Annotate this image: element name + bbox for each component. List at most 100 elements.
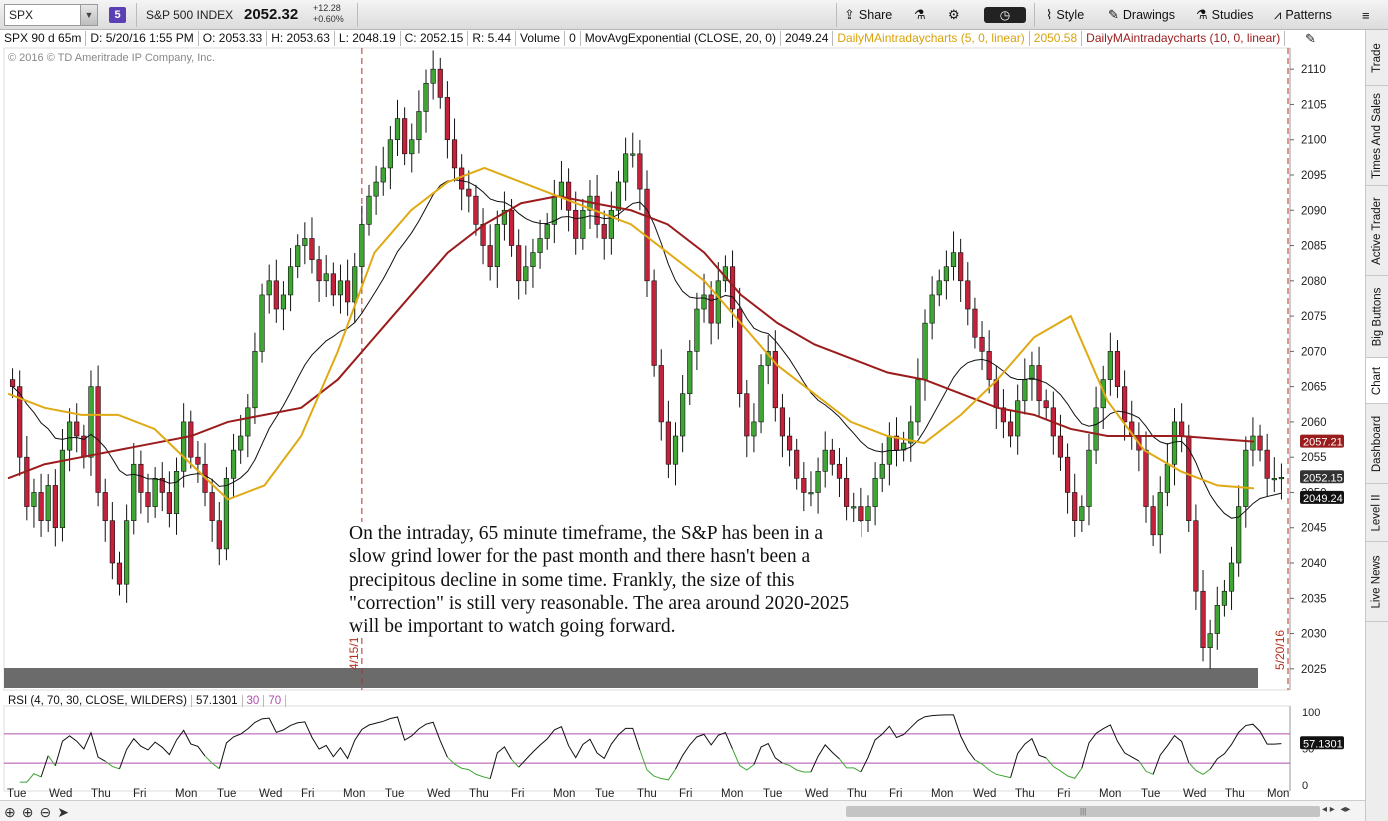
- candle-body: [273, 280, 279, 310]
- rsi-line: [511, 759, 520, 768]
- tab-level-ii[interactable]: Level II: [1366, 484, 1388, 542]
- candle-body: [1271, 478, 1277, 481]
- candle-body: [352, 266, 358, 303]
- candle-body: [394, 118, 401, 141]
- price-label-text: 2049.24: [1303, 493, 1343, 505]
- candle-body: [38, 492, 44, 521]
- candle-body: [843, 478, 850, 507]
- style-button[interactable]: ⌇ Style: [1040, 4, 1090, 26]
- zoom-out-icon[interactable]: ⊖: [39, 804, 52, 820]
- symbol-description: S&P 500 INDEX: [146, 8, 234, 22]
- toolbar-divider: [1034, 3, 1035, 27]
- x-tick-label: Fri: [889, 788, 902, 800]
- info-symbol-period: SPX 90 d 65m: [0, 31, 87, 46]
- rsi-tick-label: 0: [1302, 780, 1308, 792]
- candle-body: [915, 379, 921, 423]
- scroll-arrows-icon[interactable]: ◂ ▸ ◂▸: [1322, 804, 1351, 815]
- drawings-button[interactable]: ✎ Drawings: [1102, 4, 1181, 26]
- chart-scrollbar[interactable]: [846, 806, 1320, 817]
- tab-trade[interactable]: Trade: [1366, 30, 1388, 86]
- candle-body: [145, 492, 151, 507]
- pointer-icon[interactable]: ➤: [57, 804, 69, 820]
- share-button[interactable]: ⇪ Share: [838, 4, 898, 26]
- candle-body: [444, 97, 451, 141]
- symbol-dropdown-icon[interactable]: ▼: [80, 5, 97, 25]
- candle-body: [402, 118, 408, 155]
- candle-body: [124, 520, 130, 585]
- candle-body: [1143, 449, 1149, 507]
- crosshair-icon[interactable]: ⊕: [4, 804, 16, 820]
- rsi-line: [974, 759, 1011, 779]
- candle-body: [708, 294, 714, 324]
- candle-body: [508, 209, 515, 246]
- candle-body: [1086, 449, 1092, 507]
- candle-body: [109, 520, 115, 564]
- tab-dashboard[interactable]: Dashboard: [1366, 404, 1388, 484]
- tab-live-news[interactable]: Live News: [1366, 542, 1388, 622]
- candle-body: [672, 435, 679, 465]
- price-label-box: [1300, 470, 1344, 484]
- candle-body: [694, 308, 700, 352]
- y-tick-label: 2045: [1301, 523, 1327, 535]
- info-ema-value: 2049.24: [781, 31, 834, 46]
- tab-big-buttons[interactable]: Big Buttons: [1366, 276, 1388, 358]
- candle-body: [280, 294, 287, 310]
- candle-body: [24, 456, 30, 507]
- rsi-line: [54, 731, 106, 766]
- chart-info-bar: SPX 90 d 65m D: 5/20/16 1:55 PM O: 2053.…: [0, 30, 1300, 47]
- candle-body: [1200, 590, 1206, 648]
- price-chart[interactable]: 2025203020352040204520502055206020652070…: [0, 0, 1365, 800]
- tab-times-and-sales-label: Times And Sales: [1371, 92, 1383, 179]
- y-tick-label: 2065: [1301, 382, 1327, 394]
- tab-dashboard-label: Dashboard: [1371, 415, 1384, 472]
- ema-line: [12, 179, 1282, 519]
- x-tick-label: Wed: [427, 788, 450, 800]
- dma10-line: [7, 195, 1255, 480]
- candle-body: [316, 259, 322, 282]
- candle-body: [31, 492, 37, 507]
- menu-icon: ≡: [1362, 7, 1370, 23]
- x-tick-label: Tue: [7, 788, 26, 800]
- tab-chart[interactable]: Chart: [1366, 358, 1388, 404]
- candle-body: [1207, 633, 1213, 648]
- zoom-in-icon[interactable]: ⊕: [21, 804, 34, 820]
- candle-body: [779, 407, 786, 437]
- info-volume-label: Volume: [516, 31, 566, 46]
- tab-active-trader-label: Active Trader: [1371, 196, 1383, 265]
- candle-body: [986, 351, 992, 380]
- candle-body: [88, 386, 94, 458]
- style-label: Style: [1056, 8, 1085, 22]
- candle-body: [494, 224, 500, 268]
- tab-active-trader[interactable]: Active Trader: [1366, 186, 1388, 276]
- candle-body: [879, 463, 885, 479]
- candle-body: [1007, 421, 1014, 437]
- price-label-text: 2052.15: [1303, 472, 1343, 484]
- beaker-icon: ⚗: [1196, 7, 1208, 22]
- candle-body: [929, 294, 935, 324]
- y-tick-label: 2080: [1301, 276, 1327, 288]
- patterns-button[interactable]: ⩘ Patterns: [1268, 4, 1338, 26]
- candle-body: [387, 139, 393, 169]
- draw-tool-icon[interactable]: ✎: [1305, 31, 1316, 46]
- rsi-line: [839, 758, 862, 773]
- menu-button[interactable]: ≡: [1356, 4, 1376, 26]
- candle-body: [651, 280, 657, 366]
- candle-body: [1057, 435, 1064, 458]
- candle-body: [238, 435, 244, 451]
- settings-button[interactable]: ⚙: [942, 4, 966, 26]
- flask-button[interactable]: ⚗: [908, 4, 932, 26]
- candle-body: [530, 252, 536, 268]
- candle-body: [637, 153, 643, 190]
- symbol-input[interactable]: SPX: [4, 4, 98, 26]
- clock-button[interactable]: ◷: [984, 7, 1026, 23]
- scrollbar-grip-icon[interactable]: |||: [1080, 807, 1087, 816]
- rsi-info: RSI (4, 70, 30, CLOSE, WILDERS) 57.1301 …: [4, 695, 287, 707]
- candle-body: [958, 252, 964, 282]
- candle-body: [965, 280, 971, 310]
- candle-body: [537, 238, 543, 253]
- link-group-badge[interactable]: 5: [109, 7, 126, 23]
- studies-button[interactable]: ⚗ Studies: [1190, 4, 1259, 26]
- candle-body: [266, 280, 272, 296]
- tab-times-and-sales[interactable]: Times And Sales: [1366, 86, 1388, 186]
- candle-body: [580, 209, 586, 239]
